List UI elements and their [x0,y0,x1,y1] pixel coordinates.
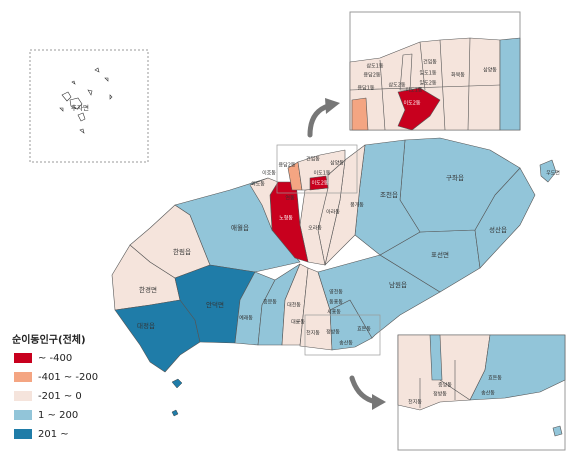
region-label: 효돈동 [357,327,371,333]
main-island [111,137,557,373]
region-label: 송산동 [481,390,495,397]
region-label: 연동 [285,195,295,202]
region-label: 대천동 [287,302,301,309]
region-shape [249,177,279,231]
zoom-box [276,144,358,194]
legend-title: 순이동인구(전체) [12,333,86,346]
region-label: 삼도1동 [367,63,384,70]
legend-label: ~ -400 [38,353,72,364]
region-shape [281,263,309,346]
region-label: 서홍동 [327,309,341,316]
legend-swatch [14,429,32,439]
small-islands [171,378,183,417]
region-label: 삼양동 [483,67,497,74]
region-label: 대정읍 [137,321,155,330]
region-label: 이호동 [262,170,276,177]
region-shape [114,299,201,373]
region-label: 아라동 [326,209,340,216]
legend: 순이동인구(전체) ~ -400 -401 ~ -200 -201 ~ 0 1 ~ 2… [12,333,98,440]
region-label: 오라동 [308,225,322,232]
region-label: 봉개동 [350,202,364,209]
region-label: 용담2동 [364,72,381,79]
legend-label: -401 ~ -200 [38,372,98,383]
region-label: 외도동 [251,181,265,188]
region-label: 동홍동 [329,299,343,306]
region-label: 애월읍 [231,223,249,232]
region-shape [397,87,441,131]
legend-swatch [14,410,32,420]
region-shape [469,334,566,401]
region-shape [499,37,521,131]
region-label: 건입동 [306,156,320,163]
region-label: 표선면 [431,250,449,259]
legend-label: 201 ~ [38,429,69,440]
region-label: 이도1동 [314,170,331,177]
region-label: 우도면 [546,170,560,177]
region-label: 한림읍 [173,248,191,256]
region-label: 안덕면 [206,300,224,309]
inset-south: 중앙동 정방동 천지동 송산동 효돈동 [397,334,566,451]
region-label: 삼양동 [330,160,344,167]
legend-swatch [14,353,32,363]
region-label: 삼도2동 [389,82,406,89]
region-shape [539,159,557,183]
region-label: 중문동 [263,300,277,306]
region-shape [351,97,369,131]
region-label: 용담2동 [279,162,296,169]
region-label: 송산동 [339,340,353,347]
region-label: 정방동 [326,329,340,336]
region-label: 노형동 [279,215,293,222]
region-label: 대륜동 [291,319,305,326]
inset-frame [29,49,149,163]
region-label: 정방동 [433,391,447,398]
region-label: 한경면 [139,285,157,294]
legend-items: ~ -400 -401 ~ -200 -201 ~ 0 1 ~ 200 201 ~ [14,353,98,440]
legend-label: 1 ~ 200 [38,410,78,421]
islands [59,67,113,134]
legend-label: -201 ~ 0 [38,391,82,402]
region-label: 조천읍 [380,190,398,199]
region-label: 이도2동 [404,100,421,107]
legend-swatch [14,372,32,382]
region-label: 영천동 [329,289,343,296]
region-label: 용담1동 [358,85,375,92]
region-label: 구좌읍 [446,173,464,182]
region-label: 예래동 [239,315,253,322]
region-label: 천지동 [306,330,320,337]
region-labels: 한경면 한림읍 애월읍 대정읍 안덕면 예래동 중문동 대천동 대륜동 천지동 … [137,156,560,347]
region-shape [552,425,563,437]
region-label: 이도1동 [406,87,423,94]
region-label: 남원읍 [389,280,407,289]
region-label: 건입동 [423,59,437,66]
region-label: 이도2동 [312,180,329,187]
legend-swatch [14,391,32,401]
zoom-box [304,314,381,356]
arrow-heads [325,98,386,410]
region-label: 일도1동 [420,70,437,77]
region-label: 천지동 [408,399,422,406]
region-label: 일도2동 [420,80,437,87]
region-label: 추자면 [71,103,89,112]
region-shape [309,175,329,191]
region-shape [429,334,443,381]
region-label: 성산읍 [489,225,507,234]
region-label: 중앙동 [438,382,452,389]
region-label: 화북동 [451,73,465,79]
region-shape [349,37,501,131]
region-label: 효돈동 [488,376,502,382]
inset-north: 용담2동 삼도1동 삼도2동 건입동 일도1동 일도2동 화북동 삼양동 이도1… [349,11,521,131]
